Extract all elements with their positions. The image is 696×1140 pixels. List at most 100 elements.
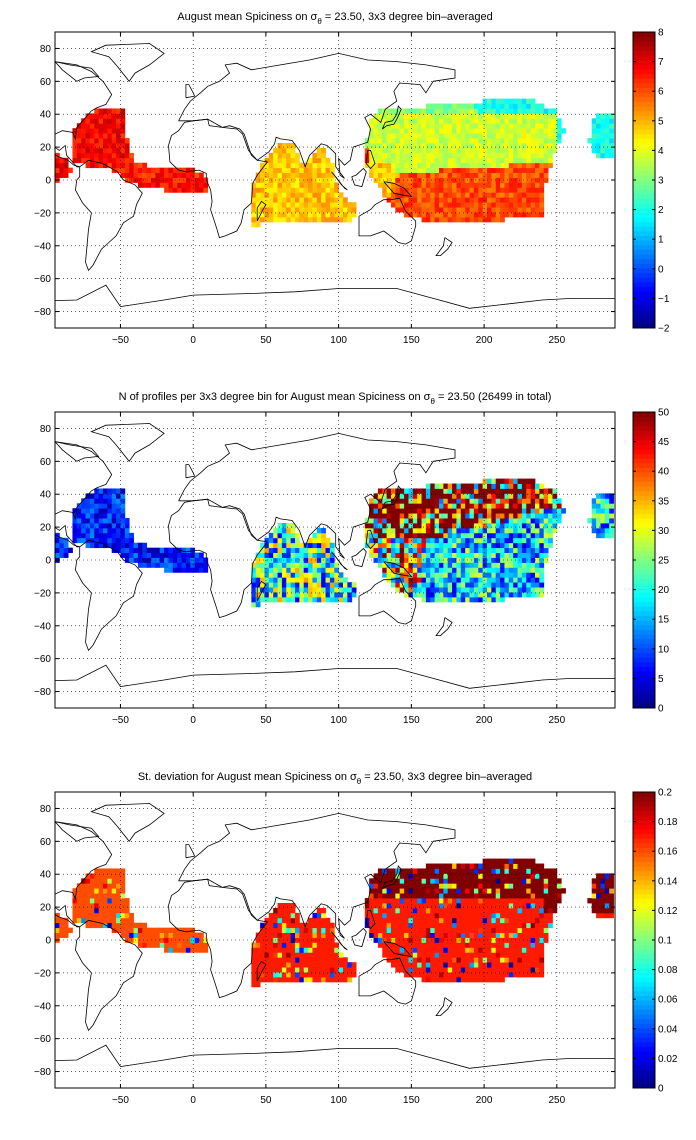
data-cell [521, 972, 527, 978]
data-cell [321, 172, 326, 178]
data-cell [98, 922, 104, 929]
data-cell [55, 547, 60, 553]
data-cell [430, 192, 436, 198]
data-cell [513, 103, 518, 109]
data-cell [508, 138, 514, 144]
colorbar-step [633, 412, 655, 418]
data-cell [107, 523, 113, 529]
data-cell [124, 547, 130, 553]
data-cell [94, 917, 100, 924]
data-cell [439, 488, 444, 494]
data-cell [491, 503, 497, 509]
data-cell [391, 917, 396, 924]
data-cell [417, 147, 422, 154]
data-cell [329, 587, 335, 593]
colorbar-step [633, 217, 655, 223]
colorbar-tick-label: 5 [658, 116, 664, 127]
data-cell [517, 858, 523, 864]
data-cell [273, 157, 278, 164]
data-cell [456, 172, 462, 178]
data-cell [482, 133, 488, 139]
data-cell [199, 947, 204, 953]
colorbar-step [633, 666, 655, 672]
data-cell [155, 557, 161, 563]
data-cell [94, 883, 100, 889]
y-tick-label: 20 [40, 143, 52, 154]
data-cell [386, 937, 392, 943]
data-cell [526, 527, 532, 534]
data-cell [487, 118, 492, 124]
data-cell [508, 577, 514, 583]
data-cell [338, 207, 344, 213]
data-cell [382, 542, 388, 549]
data-cell [391, 513, 396, 519]
data-cell [273, 947, 278, 953]
data-cell [478, 532, 484, 539]
data-cell [473, 572, 479, 578]
data-cell [587, 138, 593, 144]
data-cell [421, 108, 427, 114]
data-cell [539, 523, 545, 529]
x-tick-label: −50 [112, 1095, 129, 1106]
data-cell [412, 957, 418, 963]
data-cell [439, 898, 444, 904]
data-cell [286, 917, 292, 924]
data-cell [338, 597, 344, 603]
data-cell [443, 912, 449, 919]
coastline [381, 865, 402, 890]
data-cell [443, 863, 449, 869]
data-cell [260, 957, 265, 963]
data-cell [469, 922, 475, 929]
data-cell [439, 883, 444, 889]
data-cell [495, 562, 501, 568]
data-cell [386, 177, 392, 183]
data-cell [469, 498, 475, 504]
data-cell [382, 888, 388, 894]
data-cell [495, 147, 501, 154]
data-cell [81, 498, 86, 504]
data-cell [460, 143, 466, 149]
data-cell [478, 552, 484, 558]
data-cell [491, 128, 497, 134]
data-cell [430, 927, 436, 933]
y-tick-label: 40 [40, 110, 52, 121]
data-cell [500, 552, 505, 558]
data-cell [382, 937, 388, 943]
data-cell [539, 577, 545, 583]
data-cell [421, 192, 427, 198]
data-cell [373, 932, 379, 938]
data-cell [482, 172, 488, 178]
data-cell [85, 133, 91, 139]
data-cell [530, 547, 536, 553]
colorbar-step [633, 258, 655, 264]
data-cell [552, 143, 558, 149]
title-subscript: θ [430, 397, 435, 406]
data-cell [155, 552, 161, 558]
data-cell [495, 972, 501, 978]
data-cell [399, 128, 405, 134]
data-cell [308, 177, 313, 183]
data-cell [521, 103, 527, 109]
data-cell [111, 907, 117, 914]
data-cell [408, 572, 414, 578]
data-cell [452, 562, 457, 568]
data-cell [473, 863, 479, 869]
data-cell [111, 868, 117, 874]
data-cell [85, 873, 91, 879]
data-cell [478, 917, 484, 924]
data-cell [329, 577, 335, 583]
data-cell [377, 118, 383, 124]
data-cell [521, 577, 527, 583]
data-cell [478, 888, 484, 894]
data-cell [508, 483, 514, 489]
data-cell [107, 878, 113, 884]
data-cell [312, 202, 318, 208]
data-cell [89, 147, 95, 154]
data-cell [107, 128, 113, 134]
data-cell [478, 957, 484, 963]
data-cell [552, 108, 558, 114]
colorbar-step [633, 304, 655, 310]
data-cell [591, 907, 597, 914]
data-cell [408, 917, 414, 924]
data-cell [434, 883, 440, 889]
